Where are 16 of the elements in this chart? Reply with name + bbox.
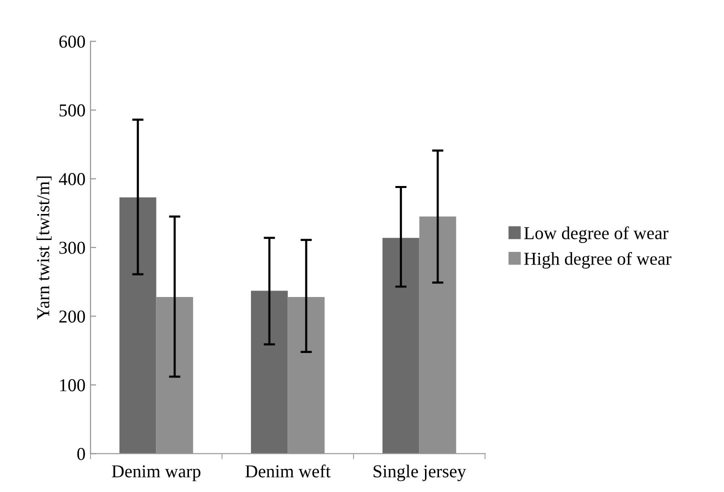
legend-label: High degree of wear [524,252,672,269]
y-tick-label: 0 [77,448,85,460]
x-tick-label: Denim weft [245,464,331,478]
y-tick-label: 300 [59,242,85,254]
legend-label: Low degree of wear [524,226,668,243]
y-tick-label: 500 [60,104,85,116]
y-tick-label: 600 [59,36,85,48]
bar [382,238,420,454]
bar [250,290,288,454]
bar [119,197,156,454]
y-tick-label: 200 [59,310,85,323]
x-tick-label: Single jersey [374,464,466,482]
y-tick-label: 400 [58,173,85,186]
y-axis-title: Yarn twist [twist/m] [36,176,52,320]
x-tick-label: Denim warp [112,465,200,482]
y-tick-label: 100 [60,379,85,392]
